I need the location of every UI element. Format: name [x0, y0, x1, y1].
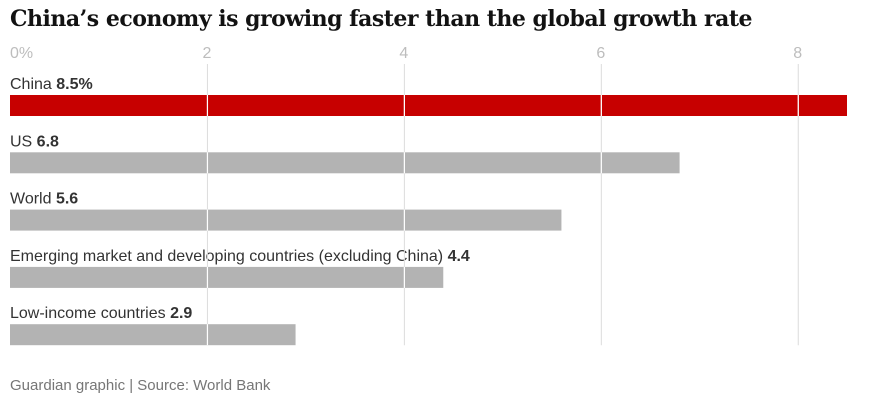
category-label: US 6.8 [10, 133, 59, 150]
gridlines [206, 64, 799, 346]
source-note: Guardian graphic | Source: World Bank [10, 377, 271, 394]
data-label: 5.6 [56, 191, 78, 208]
x-tick-label: 2 [202, 45, 211, 62]
x-tick-label: 4 [399, 45, 408, 62]
data-label: 8.5% [56, 76, 92, 93]
x-tick-label: 8 [793, 45, 802, 62]
bars: China 8.5% US 6.8 World 5.6 Emerging market… [10, 76, 847, 346]
data-label: 4.4 [448, 248, 470, 265]
category-label: World 5.6 [10, 191, 78, 208]
category-label: Low-income countries 2.9 [10, 305, 192, 322]
bar [10, 152, 680, 174]
bar [10, 324, 296, 346]
data-label: 2.9 [170, 305, 192, 322]
x-axis-ticks: 0% 2 4 6 8 [10, 45, 802, 62]
data-label: 6.8 [37, 133, 59, 150]
bar-chart: 0% 2 4 6 8 China 8.5% US 6.8 World 5.6 Emerging… [10, 45, 847, 346]
category-label: Emerging market and developing countries… [10, 248, 470, 265]
bar [10, 266, 444, 288]
bar [10, 209, 562, 231]
category-label: China 8.5% [10, 76, 93, 93]
x-tick-label: 0% [10, 45, 33, 62]
bar [10, 95, 847, 116]
x-tick-label: 6 [596, 45, 605, 62]
chart-title: China’s economy is growing faster than t… [10, 6, 753, 32]
